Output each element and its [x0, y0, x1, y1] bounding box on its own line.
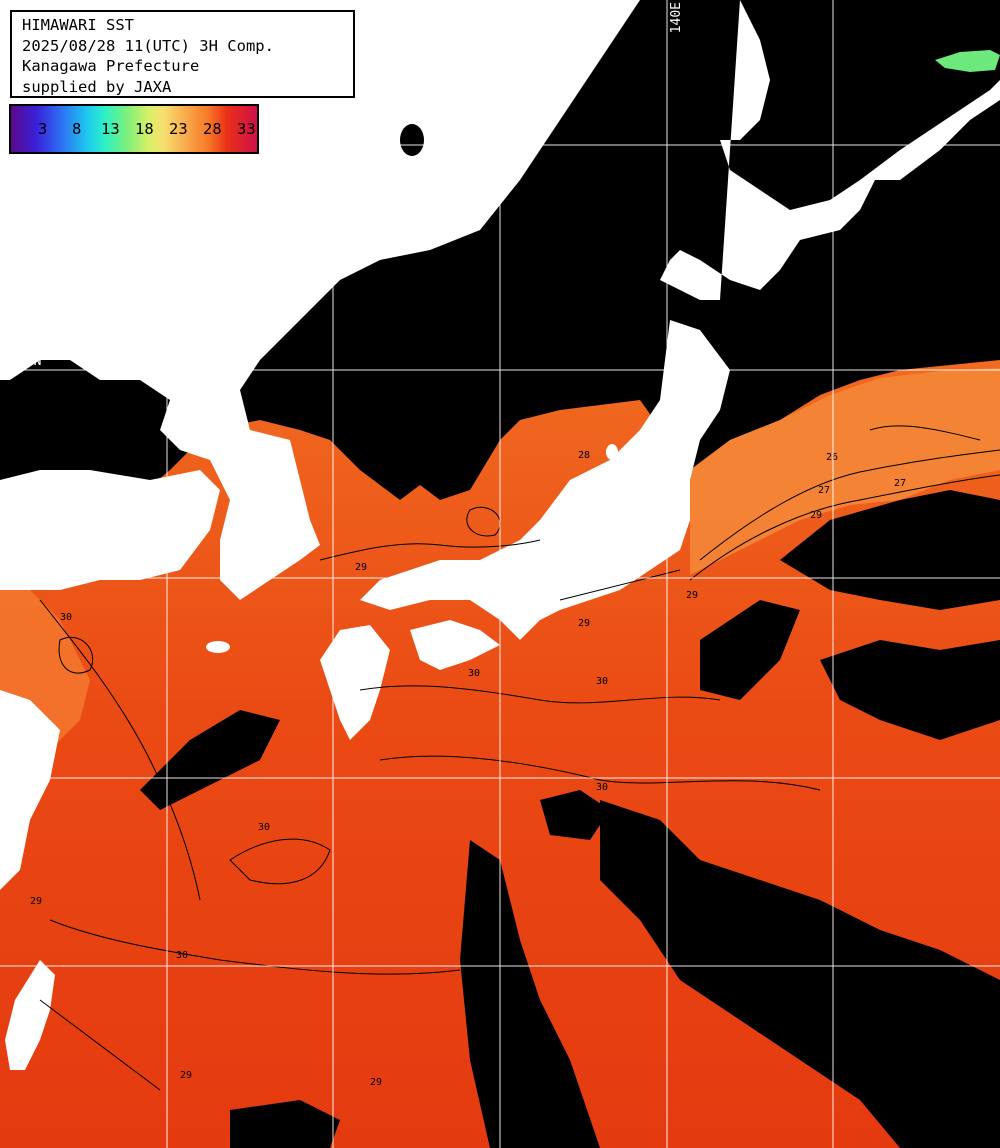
- land-kyushu: [320, 625, 390, 740]
- land-ulleung: [400, 124, 424, 156]
- cloud-patches: [0, 380, 1000, 1148]
- latitude-label: 40N: [18, 354, 42, 369]
- land-sado: [606, 444, 618, 460]
- colorbar-tick: 23: [169, 120, 188, 138]
- contour-label: 29: [578, 618, 590, 629]
- land-hokkaido: [660, 0, 880, 300]
- contour-label: 30: [176, 950, 188, 961]
- contour-label: 30: [596, 782, 608, 793]
- credit-line: supplied by JAXA: [22, 77, 172, 96]
- longitude-label: 140E: [669, 2, 684, 34]
- contour-label: 30: [468, 668, 480, 679]
- land-taiwan: [5, 960, 55, 1070]
- colorbar-tick: 33: [237, 120, 256, 138]
- contour-label: 29: [30, 896, 42, 907]
- temperature-colorbar: 3 8 13 18 23 28 33: [9, 104, 259, 154]
- contour-label: 29: [180, 1070, 192, 1081]
- land-honshu: [360, 320, 730, 640]
- contour-label: 27: [818, 485, 830, 496]
- contour-label: 26: [826, 452, 838, 463]
- map-info-box: HIMAWARI SST 2025/08/28 11(UTC) 3H Comp.…: [10, 10, 355, 98]
- contour-label: 29: [810, 510, 822, 521]
- land-shikoku: [410, 620, 500, 670]
- land-china-west: [0, 470, 220, 590]
- contour-label: 30: [60, 612, 72, 623]
- land-sakhalin: [860, 80, 1000, 180]
- region-line: Kanagawa Prefecture: [22, 57, 200, 75]
- contour-label: 28: [578, 450, 590, 461]
- colorbar-tick: 3: [38, 120, 48, 138]
- colorbar-tick: 8: [72, 120, 82, 138]
- contour-label: 30: [890, 1010, 902, 1021]
- title-line: HIMAWARI SST: [22, 16, 134, 34]
- contour-label: 30: [258, 822, 270, 833]
- sst-cooler-band: [690, 368, 1000, 575]
- land-jeju: [206, 641, 230, 653]
- land-kurils: [935, 50, 1000, 72]
- contour-label: 27: [894, 478, 906, 489]
- contour-label: 29: [370, 1077, 382, 1088]
- land-china-coast: [0, 690, 60, 890]
- contour-label: 29: [686, 590, 698, 601]
- contour-label: 29: [355, 562, 367, 573]
- contour-labels: 28 26 27 27 29 29 29 29 30 30 30 30 30 2…: [30, 450, 906, 1088]
- colorbar-tick: 18: [135, 120, 154, 138]
- date-line: 2025/08/28 11(UTC) 3H Comp.: [22, 36, 274, 55]
- contour-label: 30: [596, 676, 608, 687]
- colorbar-tick: 28: [203, 120, 222, 138]
- colorbar-tick: 13: [101, 120, 120, 138]
